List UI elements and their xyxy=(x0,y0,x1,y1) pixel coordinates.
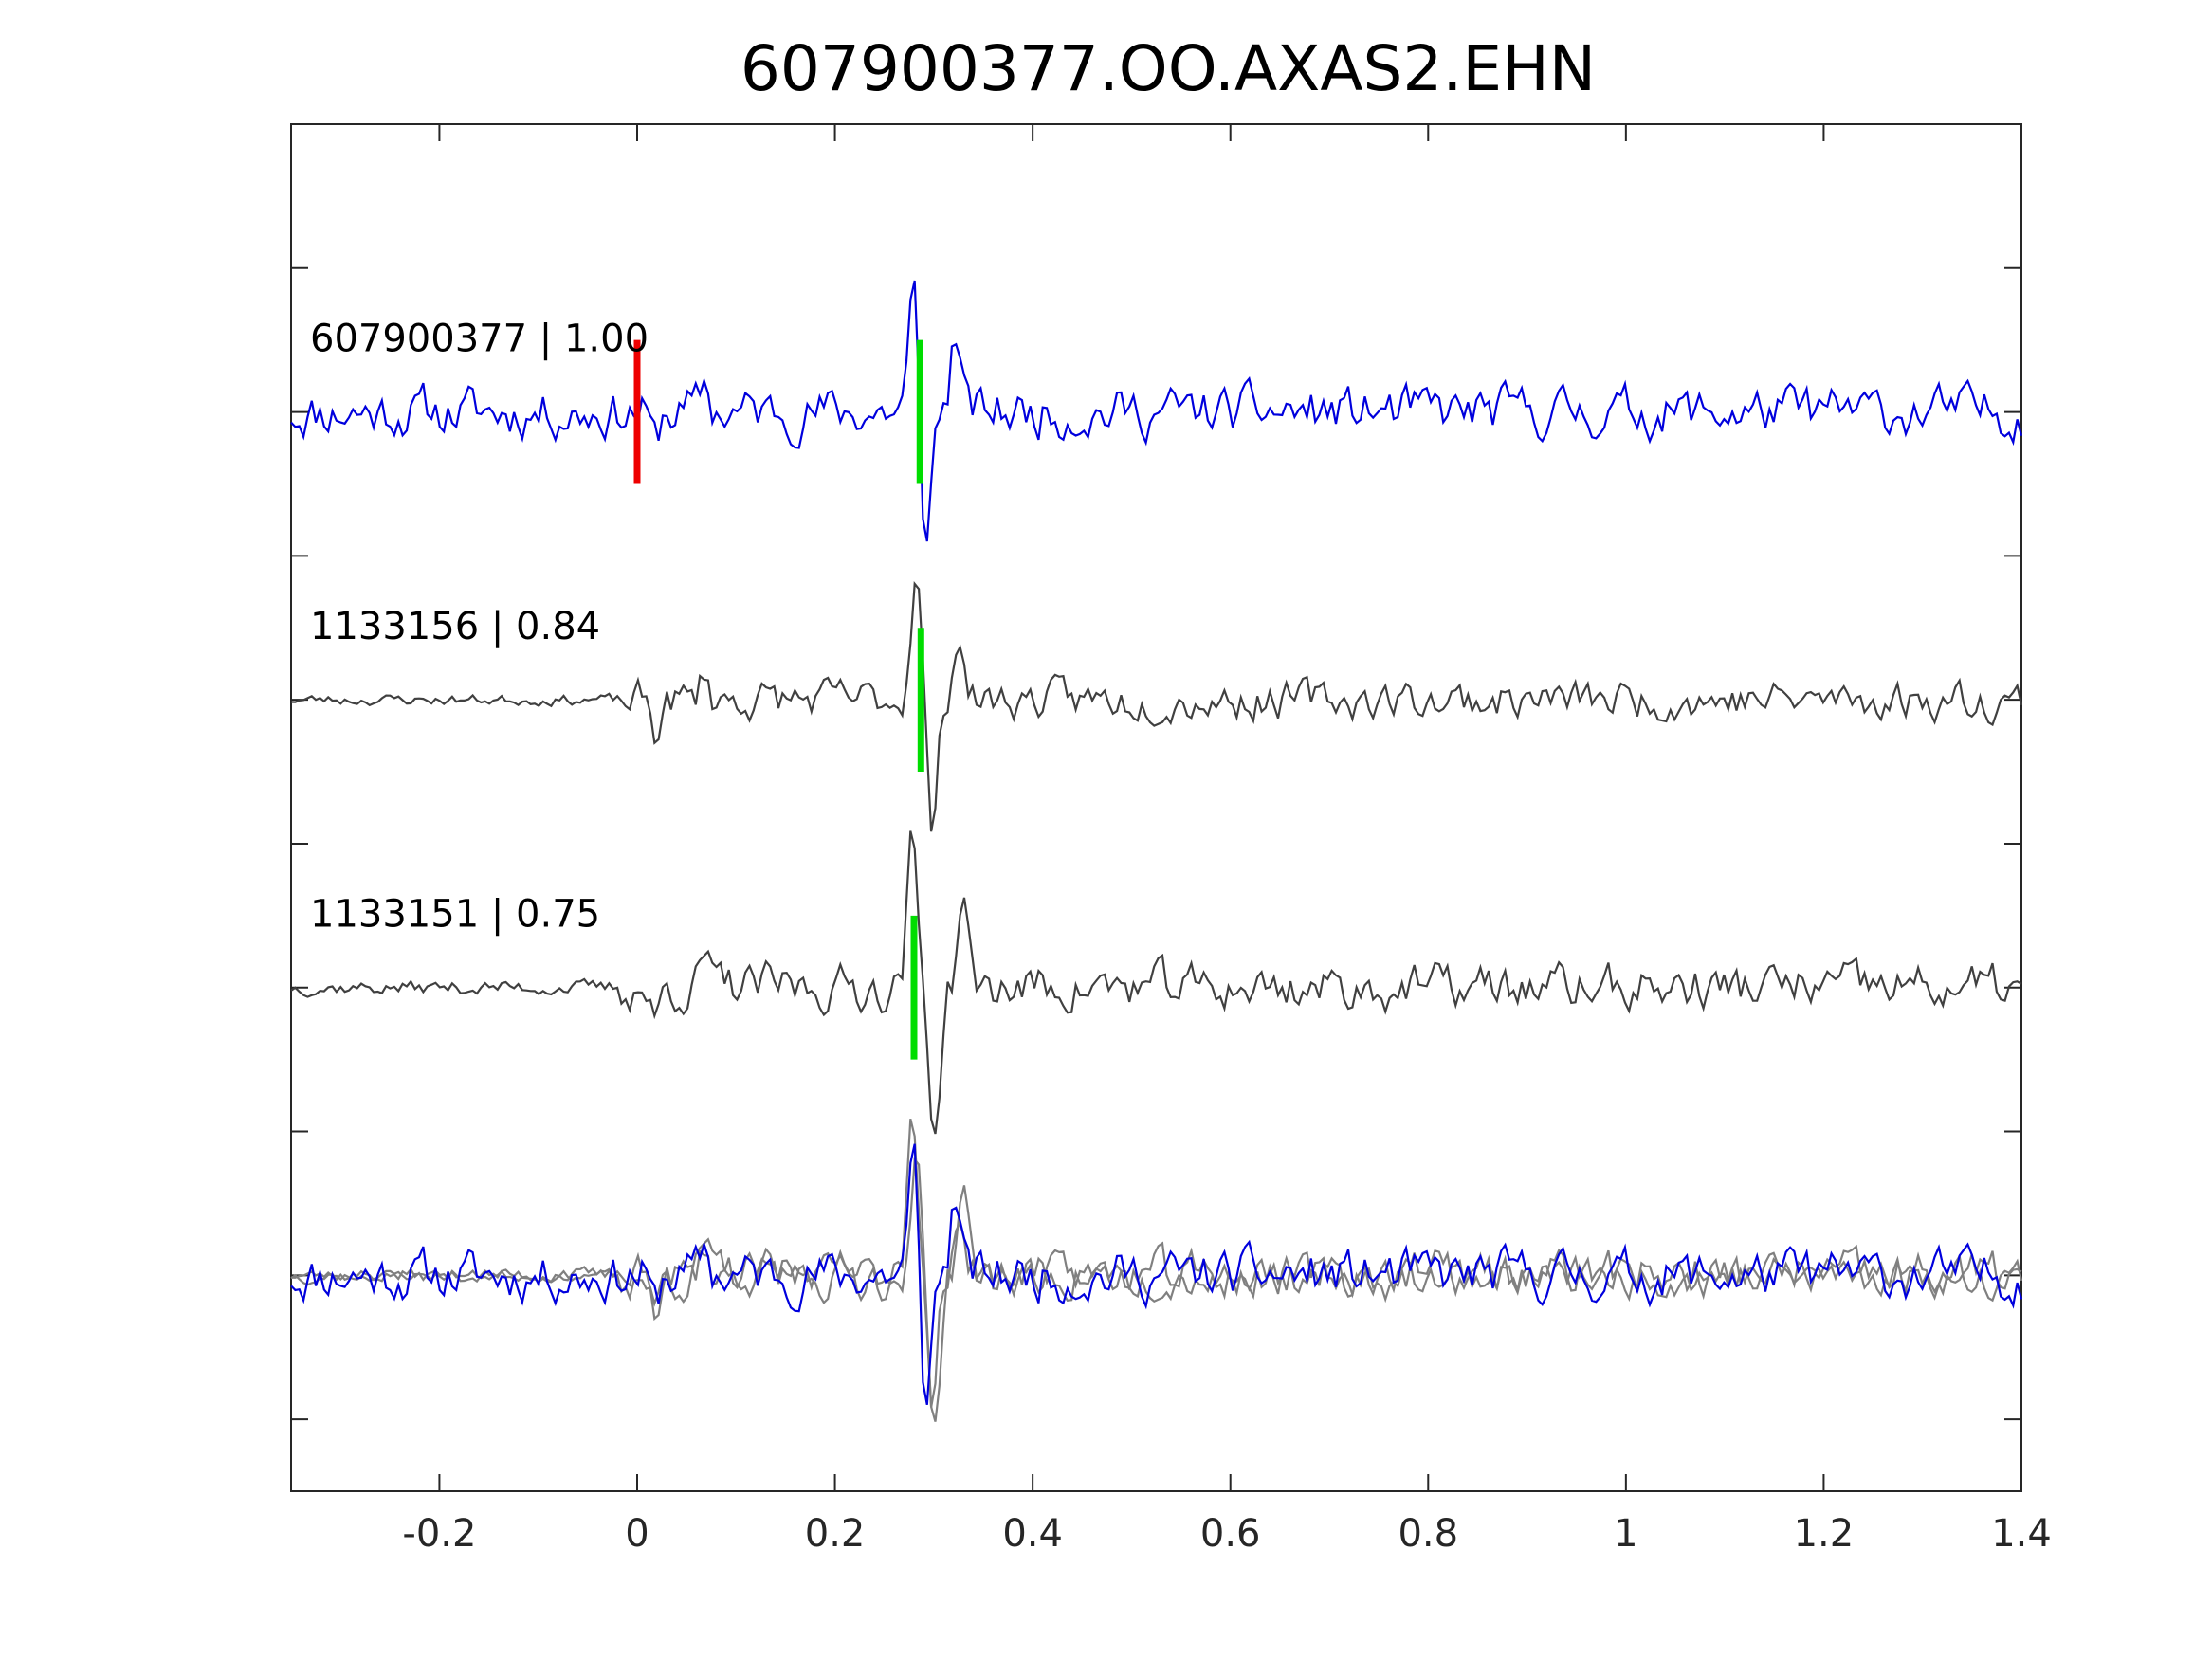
trace-0 xyxy=(290,280,2023,542)
x-tick-label-5: 0.8 xyxy=(1398,1512,1458,1556)
waveform-traces xyxy=(290,280,2023,1135)
y-ticks xyxy=(291,123,2021,1421)
trace-1 xyxy=(290,581,2023,832)
x-tick-label-1: 0 xyxy=(625,1512,649,1556)
phase-picks xyxy=(633,339,924,1060)
trace-label-2: 1133151 | 0.75 xyxy=(310,893,600,937)
x-tick-label-7: 1.2 xyxy=(1794,1512,1855,1556)
stack-trace-0 xyxy=(290,1143,2023,1406)
trace-labels: 607900377 | 1.00 1133156 | 0.84 1133151 | … xyxy=(310,318,649,937)
x-tick-label-2: 0.2 xyxy=(805,1512,866,1556)
x-tick-label-0: -0.2 xyxy=(402,1512,476,1556)
x-tick-label-4: 0.6 xyxy=(1200,1512,1261,1556)
trace-label-0: 607900377 | 1.00 xyxy=(310,318,649,361)
trace-2 xyxy=(290,830,2022,1135)
x-tick-label-3: 0.4 xyxy=(1002,1512,1063,1556)
chart-title: 607900377.OO.AXAS2.EHN xyxy=(740,32,1596,105)
x-tick-label-8: 1.4 xyxy=(1991,1512,2052,1556)
stacked-waveforms xyxy=(290,1118,2023,1422)
stack-trace-2 xyxy=(290,1118,2022,1422)
stack-trace-1 xyxy=(290,1157,2023,1408)
trace-label-1: 1133156 | 0.84 xyxy=(310,605,600,648)
plot-frame xyxy=(290,123,2022,1492)
x-tick-label-6: 1 xyxy=(1614,1512,1637,1556)
x-ticks: -0.2 0 0.2 0.4 0.6 0.8 1 1.2 1.4 xyxy=(402,124,2052,1556)
